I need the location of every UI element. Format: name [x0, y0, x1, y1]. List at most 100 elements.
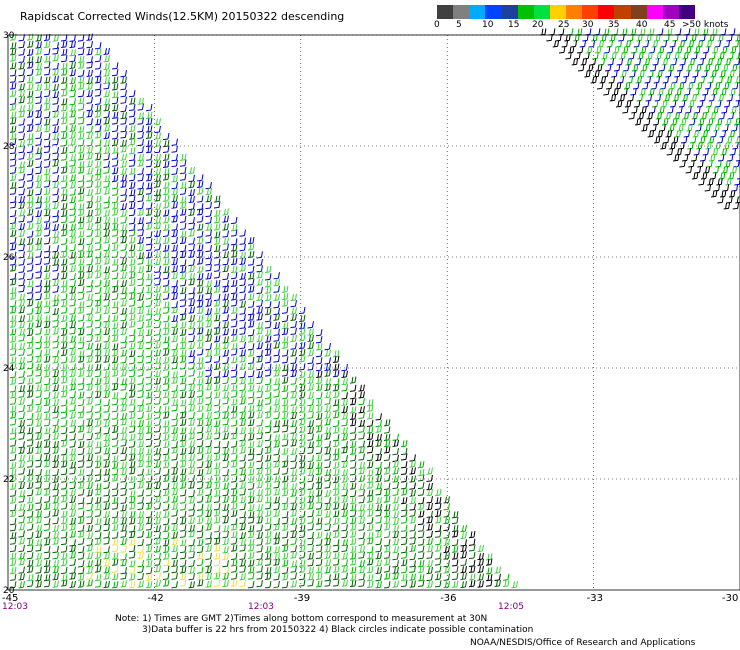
wind-barb [35, 419, 42, 427]
wind-barb [111, 264, 119, 272]
wind-barb [247, 320, 255, 328]
wind-barb [60, 399, 68, 407]
wind-barb [417, 497, 425, 505]
wind-barb [239, 237, 246, 245]
wind-barb [52, 327, 59, 335]
wind-barb [256, 580, 263, 588]
wind-barb [281, 364, 289, 372]
wind-barb [711, 88, 718, 96]
wind-barb [69, 383, 76, 391]
wind-barb [256, 419, 263, 427]
wind-barb [307, 321, 314, 329]
wind-barb [145, 383, 153, 392]
wind-barb [18, 495, 25, 503]
wind-barb [239, 523, 246, 531]
wind-barb [26, 103, 34, 112]
wind-barb [94, 168, 102, 176]
wind-barb [171, 320, 178, 329]
wind-barb [731, 124, 738, 132]
wind-barb [77, 419, 85, 428]
wind-barb [222, 306, 229, 314]
wind-barb [349, 384, 357, 392]
wind-barb [69, 196, 76, 204]
wind-barb [9, 272, 17, 281]
wind-barb [298, 539, 306, 547]
wind-barb [400, 453, 408, 461]
wind-barb [86, 110, 93, 118]
wind-barb [69, 273, 76, 281]
wind-barb [443, 496, 450, 504]
wind-barb [468, 531, 476, 539]
wind-barb [612, 46, 620, 54]
wind-barb [103, 370, 110, 378]
wind-barb [264, 426, 272, 434]
wind-barb [128, 357, 136, 365]
wind-barb [171, 159, 178, 168]
wind-barb [205, 334, 212, 342]
wind-barb [273, 481, 280, 489]
wind-barb [648, 88, 655, 96]
wind-barb [162, 579, 170, 587]
wind-barb [18, 258, 25, 266]
wind-barb [205, 404, 212, 412]
wind-barb [230, 460, 238, 468]
wind-barb [154, 180, 161, 188]
wind-barb [641, 124, 648, 132]
wind-barb [154, 467, 161, 475]
wind-barb [120, 112, 127, 120]
wind-barb [77, 230, 85, 238]
wind-barb [94, 48, 102, 56]
wind-barb [94, 146, 102, 155]
wind-barb [239, 496, 246, 504]
wind-barb [128, 167, 136, 175]
wind-barb [35, 398, 42, 406]
wind-barb [213, 462, 221, 470]
wind-barb [565, 52, 572, 60]
wind-barb [94, 42, 102, 50]
wind-barb [341, 579, 348, 587]
wind-barb [103, 559, 110, 567]
wind-barb [120, 174, 127, 182]
wind-barb [52, 34, 59, 42]
wind-barb [145, 299, 153, 307]
wind-barb [443, 510, 450, 518]
wind-barb [69, 314, 76, 322]
wind-barb [628, 112, 636, 120]
wind-barb [154, 153, 161, 161]
wind-barb [696, 40, 704, 48]
wind-barb [137, 229, 144, 237]
wind-barb [230, 502, 238, 510]
wind-barb [120, 341, 127, 349]
wind-barb [675, 46, 683, 54]
wind-barb [103, 175, 110, 183]
wind-barb [52, 335, 59, 343]
wind-barb [205, 223, 212, 231]
wind-barb [60, 153, 68, 161]
wind-barb [383, 545, 391, 553]
wind-barb [188, 496, 195, 504]
wind-barb [60, 202, 68, 210]
wind-barb [692, 130, 700, 138]
wind-barb [137, 474, 144, 483]
wind-barb [188, 335, 195, 343]
wind-barb [179, 545, 187, 554]
wind-barb [137, 266, 144, 274]
wind-barb [188, 503, 195, 511]
wind-barb [171, 195, 178, 203]
wind-barb [86, 245, 93, 253]
wind-barb [281, 511, 289, 519]
wind-barb [230, 572, 238, 580]
wind-barb [60, 272, 68, 280]
wind-barb [629, 70, 636, 78]
wind-barb [341, 363, 348, 372]
wind-barb [256, 489, 263, 497]
wind-barb [264, 356, 272, 364]
wind-barb [315, 580, 323, 588]
wind-barb [681, 94, 689, 102]
wind-barb [256, 432, 263, 440]
wind-barb [654, 94, 662, 102]
wind-barb [18, 454, 25, 462]
wind-barb [205, 195, 212, 203]
wind-barb [725, 76, 733, 84]
wind-barb [247, 475, 255, 484]
